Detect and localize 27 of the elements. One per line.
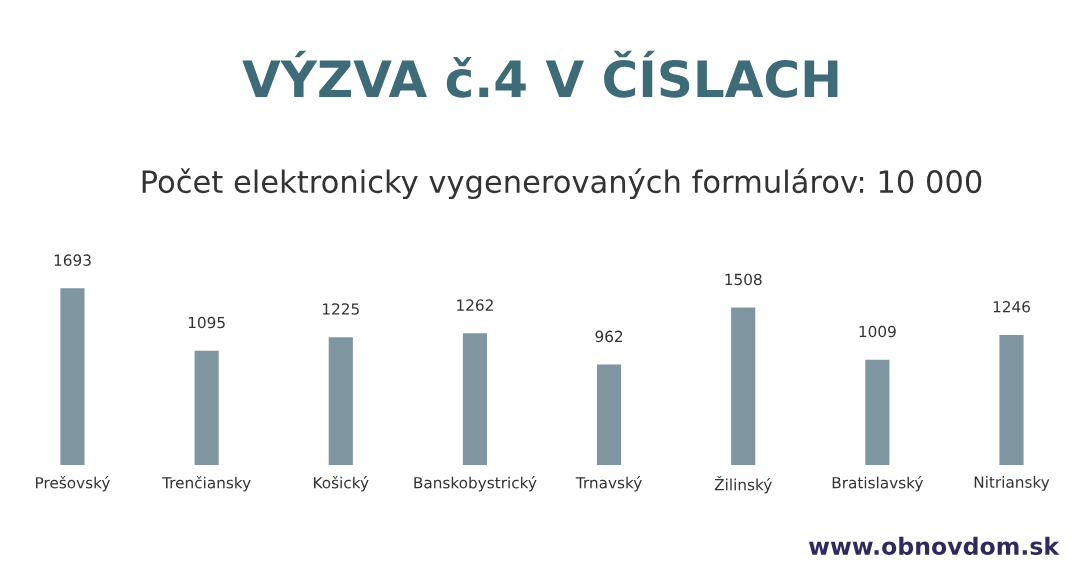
chart-subtitle: Počet elektronicky vygenerovaných formulárov: 10 000 <box>142 168 982 200</box>
x-tick-label: Nitriansky <box>974 476 1050 491</box>
data-label: 1225 <box>323 303 359 315</box>
x-tick-label: Prešovský <box>36 476 110 492</box>
text: www.obnovdom.sk <box>809 536 1060 556</box>
x-tick-label: Bratislavský <box>832 476 924 492</box>
bar <box>597 364 622 465</box>
bar <box>60 288 85 465</box>
x-tick-label: Banskobystrický <box>414 476 537 492</box>
x-tick-label: Trnavský <box>575 476 642 492</box>
data-label: 1693 <box>54 254 91 266</box>
data-label: 1246 <box>993 301 1030 313</box>
x-tick-label: Trenčiansky <box>162 476 251 492</box>
data-label: 962 <box>595 330 623 343</box>
bar <box>865 359 890 465</box>
x-tick-label: Žilinský <box>714 476 772 494</box>
chart-title: VÝZVA č.4 V ČÍSLACH <box>242 50 838 98</box>
x-tick-label: Košický <box>314 476 369 492</box>
bar <box>462 333 487 465</box>
data-label: 1508 <box>725 273 762 286</box>
bar <box>328 337 353 465</box>
bar <box>731 307 756 465</box>
data-label: 1009 <box>859 325 896 338</box>
bar <box>999 334 1024 465</box>
bar <box>194 350 219 465</box>
data-label: 1095 <box>188 316 225 329</box>
data-label: 1262 <box>457 299 493 311</box>
